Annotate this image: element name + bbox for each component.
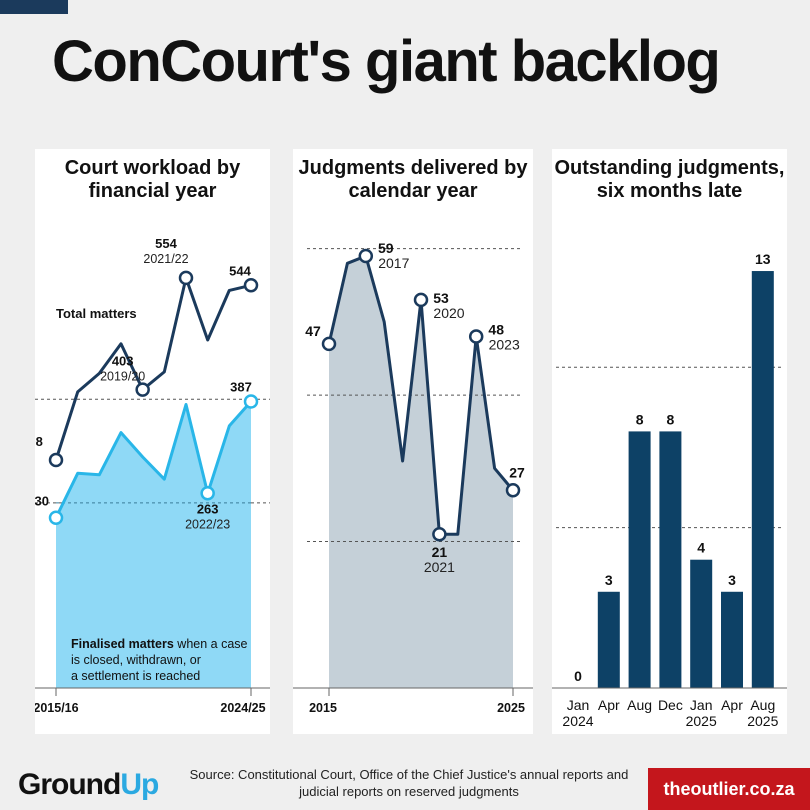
data-label: 59: [378, 240, 394, 256]
judgments-area: [329, 256, 513, 688]
workload-chart-title: Court workload by financial year: [64, 157, 241, 202]
bar-value-label: 3: [605, 572, 613, 588]
data-label: 47: [305, 323, 321, 339]
series-label-total: Total matters: [56, 306, 137, 321]
page-title: ConCourt's giant backlog: [52, 29, 721, 94]
bar: [721, 591, 743, 688]
data-point: [48, 452, 64, 468]
x-month-label: Aug: [627, 697, 652, 713]
outstanding-panel: Outstanding judgments, six months late 0…: [552, 149, 787, 734]
year-label: 2020: [433, 305, 464, 321]
finalised-note-text: a settlement is reached: [71, 669, 200, 683]
logo-ground: Ground: [18, 768, 121, 801]
source-note: Source: Constitutional Court, Office of …: [189, 767, 629, 799]
bar-value-label: 0: [574, 668, 582, 684]
period-label: 2022/23: [185, 517, 230, 531]
x-tick-label: 2015: [309, 701, 337, 715]
data-label: 53: [433, 290, 449, 306]
x-month-label: Dec: [658, 697, 683, 713]
finalised-note-bold: Finalised matters: [71, 637, 177, 651]
finalised-line: [54, 400, 253, 519]
outstanding-chart: 0Jan20243Apr8Aug8Dec4Jan20253Apr13Aug202…: [552, 251, 787, 729]
data-label: 554: [155, 236, 177, 251]
data-label: 387: [230, 379, 252, 394]
finalised-note: Finalised matters when a case is closed, …: [71, 637, 248, 683]
judgments-chart-title: Judgments delivered by calendar year: [298, 157, 528, 202]
x-month-label: Jan: [567, 697, 590, 713]
data-label: 263: [197, 501, 219, 516]
finalised-note-text: when a case: [176, 637, 247, 651]
outlier-badge[interactable]: theoutlier.co.za: [648, 768, 810, 810]
data-point: [243, 278, 259, 293]
x-month-label: Aug: [750, 697, 775, 713]
bar-value-label: 3: [728, 572, 736, 588]
data-point: [178, 270, 194, 286]
data-point: [468, 329, 484, 344]
top-accent-bar: [0, 0, 68, 14]
data-point: [358, 248, 374, 264]
data-label: 48: [488, 322, 504, 338]
x-tick-label: 2025: [497, 701, 525, 715]
data-point: [135, 382, 150, 397]
bar-value-label: 4: [697, 540, 705, 556]
bar: [690, 559, 713, 688]
data-point: [432, 526, 447, 542]
bar-value-label: 8: [667, 411, 675, 427]
groundup-logo[interactable]: GroundUp: [18, 768, 159, 802]
x-year-label: 2025: [747, 713, 778, 729]
x-tick-label: 2015/16: [35, 701, 79, 715]
judgments-panel: Judgments delivered by calendar year 47 5…: [293, 149, 533, 734]
period-label: 2021/22: [143, 252, 188, 266]
data-label: 27: [509, 464, 525, 480]
data-point: [321, 336, 337, 352]
data-point: [505, 483, 521, 498]
x-year-label: 2025: [686, 713, 717, 729]
x-month-label: Apr: [598, 697, 620, 713]
logo-up: Up: [120, 768, 159, 801]
data-point: [48, 510, 64, 525]
data-point: [243, 394, 259, 409]
bar: [597, 591, 620, 688]
data-label: 230: [35, 494, 49, 509]
workload-panel: Court workload by financial year 3084032…: [35, 149, 270, 734]
data-point: [200, 486, 215, 501]
x-month-label: Jan: [690, 697, 713, 713]
bar: [751, 271, 774, 688]
data-label: 403: [112, 354, 134, 369]
bar-value-label: 8: [636, 411, 644, 427]
x-year-label: 2024: [562, 713, 593, 729]
data-label: 544: [229, 263, 251, 278]
bar-value-label: 13: [755, 251, 771, 267]
x-month-label: Apr: [721, 697, 743, 713]
finalised-note-text: is closed, withdrawn, or: [71, 653, 201, 667]
total-line: [54, 276, 252, 461]
data-label: 21: [432, 544, 448, 560]
bar: [659, 431, 682, 688]
x-tick-label: 2024/25: [220, 701, 265, 715]
period-label: 2019/20: [100, 370, 145, 384]
year-label: 2023: [489, 337, 520, 353]
data-label: 308: [35, 434, 43, 449]
data-point: [413, 292, 429, 308]
footer: GroundUp Source: Constitutional Court, O…: [0, 758, 810, 810]
outstanding-chart-title: Outstanding judgments, six months late: [554, 157, 785, 202]
year-label: 2017: [378, 255, 409, 271]
bar: [628, 431, 651, 688]
year-label: 2021: [424, 559, 455, 575]
